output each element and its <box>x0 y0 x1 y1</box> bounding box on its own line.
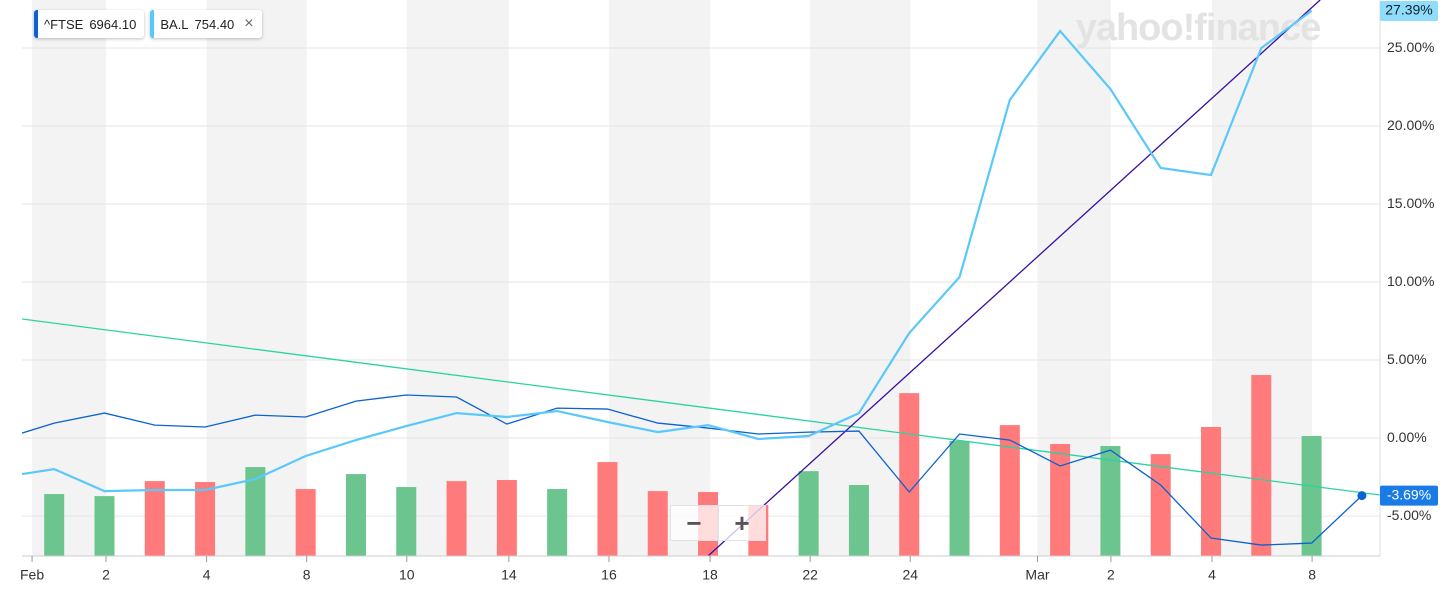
legend-item[interactable]: ^FTSE 6964.10 <box>34 10 145 38</box>
legend: ^FTSE 6964.10 BA.L 754.40 × <box>34 10 262 38</box>
volume-bar <box>245 467 266 556</box>
close-button[interactable]: × <box>244 15 254 32</box>
volume-bar <box>949 441 970 556</box>
zoom-in-button[interactable]: + <box>718 505 766 541</box>
background-band <box>406 0 509 556</box>
volume-bar <box>396 487 417 556</box>
x-tick-label: 18 <box>702 567 718 583</box>
trend-line <box>22 318 1380 496</box>
x-tick-label: 4 <box>203 567 211 583</box>
last-value-label: -3.69% <box>1387 486 1431 502</box>
volume-bar <box>44 494 65 556</box>
volume-bar <box>547 489 568 556</box>
trend-line <box>707 0 1321 556</box>
background-band <box>32 0 106 556</box>
legend-swatch <box>34 10 38 38</box>
volume-bar <box>647 491 668 556</box>
volume-bar <box>899 393 920 556</box>
legend-swatch <box>150 10 155 38</box>
y-tick-label: -5.00% <box>1387 507 1431 523</box>
x-tick-label: 14 <box>501 567 517 583</box>
series-line <box>22 9 1313 493</box>
legend-label: ^FTSE <box>44 16 84 32</box>
last-value-box <box>1380 1 1438 21</box>
legend-price: 6964.10 <box>89 16 137 32</box>
volume-bar <box>1100 446 1121 556</box>
x-tick-label: 8 <box>1308 567 1316 583</box>
x-tick-label: 8 <box>303 567 311 583</box>
x-tick-label: 4 <box>1208 567 1216 583</box>
last-value-label: 27.39% <box>1385 2 1432 18</box>
x-tick-label: 22 <box>802 567 818 583</box>
y-tick-label: 15.00% <box>1387 195 1434 211</box>
volume-bar <box>345 474 366 556</box>
volume-bar <box>496 480 517 556</box>
last-point <box>1357 491 1367 501</box>
series-line <box>22 394 1363 546</box>
volume-bar <box>195 482 216 556</box>
last-value-box <box>1380 485 1438 506</box>
volume-bar <box>1201 426 1222 556</box>
volume-bar <box>798 471 819 556</box>
y-tick-label: 25.00% <box>1387 39 1434 55</box>
volume-bar <box>1301 436 1322 556</box>
volume-bar <box>295 489 316 556</box>
zoom-controls: − + <box>670 505 766 541</box>
volume-bar <box>1050 443 1071 556</box>
background-band <box>810 0 911 556</box>
volume-bar <box>1251 375 1272 556</box>
x-tick-label: 2 <box>1107 567 1115 583</box>
x-tick-label: Mar <box>1025 567 1049 583</box>
volume-bar <box>94 496 115 556</box>
volume-bar <box>144 481 165 556</box>
watermark: yahoo!finance <box>1076 7 1321 49</box>
background-band <box>608 0 711 556</box>
volume-bar <box>446 481 467 556</box>
y-tick-label: 0.00% <box>1387 429 1427 445</box>
volume-bar <box>848 485 869 556</box>
x-tick-label: 24 <box>902 567 918 583</box>
y-tick-label: 10.00% <box>1387 273 1434 289</box>
legend-label: BA.L <box>160 16 189 32</box>
x-tick-label: 10 <box>399 567 415 583</box>
x-tick-label: 2 <box>102 567 110 583</box>
legend-item[interactable]: BA.L 754.40 × <box>150 10 262 38</box>
x-tick-label: 16 <box>601 567 617 583</box>
background-band <box>1037 0 1111 556</box>
volume-bar <box>999 425 1020 556</box>
volume-bar <box>597 462 618 556</box>
legend-price: 754.40 <box>194 16 235 32</box>
y-tick-label: 20.00% <box>1387 117 1434 133</box>
x-tick-label: Feb <box>20 567 44 583</box>
volume-bar <box>1150 454 1171 556</box>
y-tick-label: 5.00% <box>1387 351 1427 367</box>
zoom-out-button[interactable]: − <box>670 505 718 541</box>
